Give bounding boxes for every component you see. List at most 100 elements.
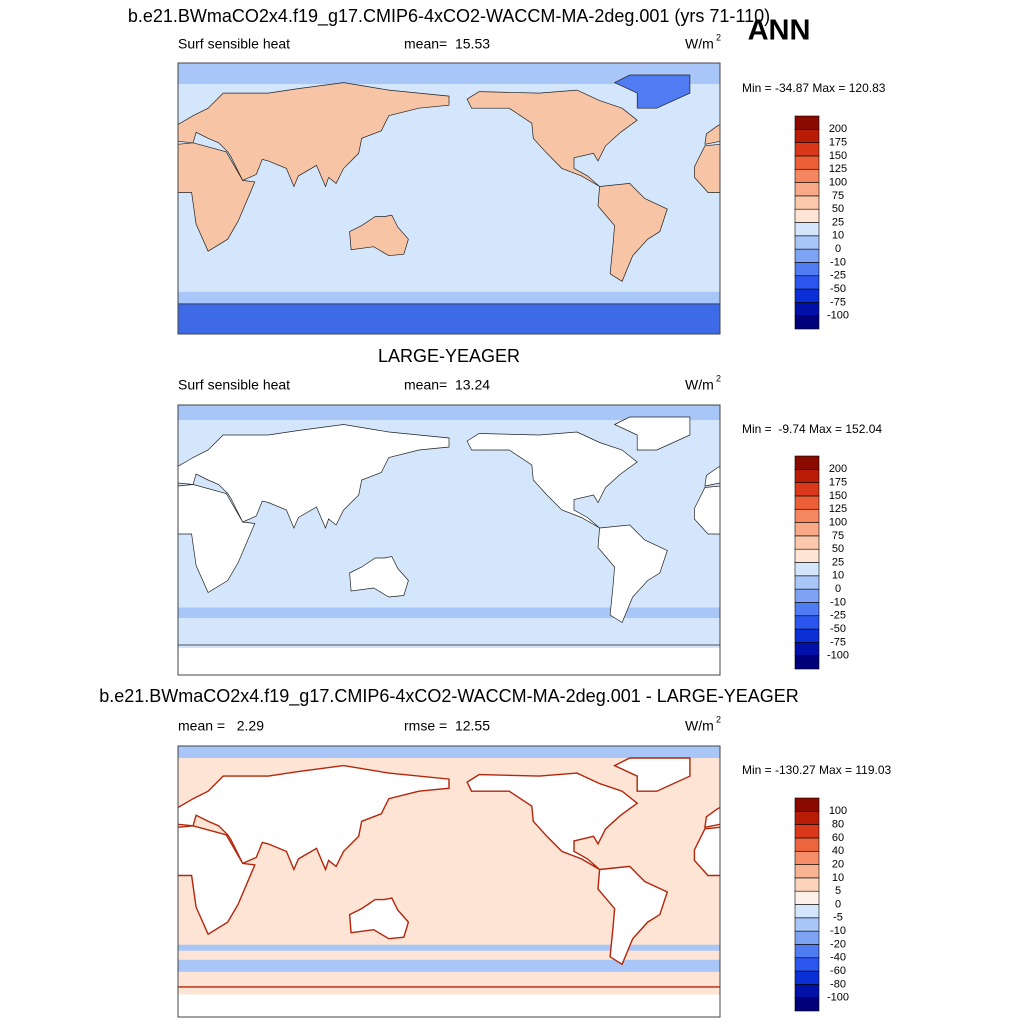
colorbar-box [794,930,820,945]
colorbar-box [794,562,820,577]
continent [694,485,720,535]
colorbar-label: -75 [830,636,846,648]
map [0,746,720,1017]
units-label: W/m [685,36,714,52]
colorbar-box [794,129,820,143]
continent [693,826,720,877]
colorbar-label: -10 [830,925,846,937]
continent [0,432,95,528]
continent [466,89,638,187]
colorbar-label: 100 [829,805,847,817]
colorbar-label: 75 [832,190,844,202]
colorbar-box [794,957,820,972]
continent [56,183,125,281]
continent [704,124,720,145]
colorbar-label: -25 [830,610,846,622]
continent [349,556,409,598]
units-label: W/m [685,377,714,393]
continent [0,773,95,869]
units-power: 2 [716,714,721,724]
map-frame [177,62,721,335]
colorbar-label: 10 [832,872,844,884]
continent [348,897,410,940]
colorbar-label: 60 [832,832,844,844]
colorbar-box [794,877,820,892]
continent [612,757,691,792]
continent [704,465,720,487]
colorbar-label: 100 [829,516,847,528]
panel-left-label: Surf sensible heat [178,377,290,393]
colorbar-box [794,535,820,550]
continent [178,825,256,936]
colorbar-label: -100 [827,310,849,322]
colorbar-box [794,235,820,250]
continent [178,424,450,529]
colorbar-box [794,469,820,483]
continent [349,214,409,257]
continent [892,557,951,598]
colorbar-label: 200 [829,123,847,135]
colorbar-label: -50 [830,623,846,635]
colorbar-box [794,970,820,985]
field-band [178,607,720,618]
colorbar-label: 50 [832,203,844,215]
colorbar-label: 0 [835,243,841,255]
map [0,405,951,675]
colorbar-label: -10 [830,256,846,268]
colorbar-label: 40 [832,845,844,857]
colorbar-label: 150 [829,150,847,162]
colorbar-label: -75 [830,296,846,308]
colorbar-box [794,642,820,656]
continent [56,525,125,623]
colorbar-label: -100 [827,650,849,662]
continent [597,524,668,624]
field-band [178,746,720,759]
min-max-label: Min = -130.27 Max = 119.03 [742,763,892,777]
field-band [178,959,720,972]
panel-title: LARGE-YEAGER [378,346,520,366]
colorbar-box [794,588,820,603]
colorbar-label: -80 [830,978,846,990]
colorbar-box [794,482,820,497]
colorbar-label: 10 [832,570,844,582]
colorbar-box [794,222,820,237]
panel-title: b.e21.BWmaCO2x4.f19_g17.CMIP6-4xCO2-WACC… [128,6,770,27]
map-frame [177,745,721,1018]
continent [73,758,148,791]
colorbar-box [794,115,820,130]
field-band [178,994,720,1017]
panel-center-label: mean= 13.24 [404,377,490,393]
colorbar-label: 175 [829,137,847,149]
colorbar-box [794,182,820,197]
colorbar-box [794,315,820,330]
colorbar-box [794,168,820,183]
colorbar-label: -25 [830,270,846,282]
colorbar-label: 0 [835,583,841,595]
units-label: W/m [685,718,714,734]
field-band [178,303,720,334]
colorbar-box [794,615,820,630]
continent [694,143,720,193]
panel-left-label: mean = 2.29 [178,718,264,734]
continent [613,74,691,109]
panel-left-label: Surf sensible heat [178,36,290,52]
colorbar-box [794,155,820,170]
colorbar-label: 125 [829,503,847,515]
colorbar-label: 125 [829,163,847,175]
continent [178,142,256,252]
map [56,63,720,334]
colorbar-label: 80 [832,819,844,831]
colorbar-label: -10 [830,596,846,608]
colorbar-box [794,248,820,263]
colorbar-box [794,997,820,1012]
colorbar-box [794,548,820,563]
colorbar-box [794,904,820,919]
colorbar-label: 25 [832,556,844,568]
colorbar-box [794,917,820,932]
continent [466,431,638,529]
colorbar-box [794,208,820,223]
colorbar-box [794,890,820,905]
colorbar-box [794,944,820,959]
colorbar-label: -20 [830,938,846,950]
colorbar-label: -50 [830,283,846,295]
